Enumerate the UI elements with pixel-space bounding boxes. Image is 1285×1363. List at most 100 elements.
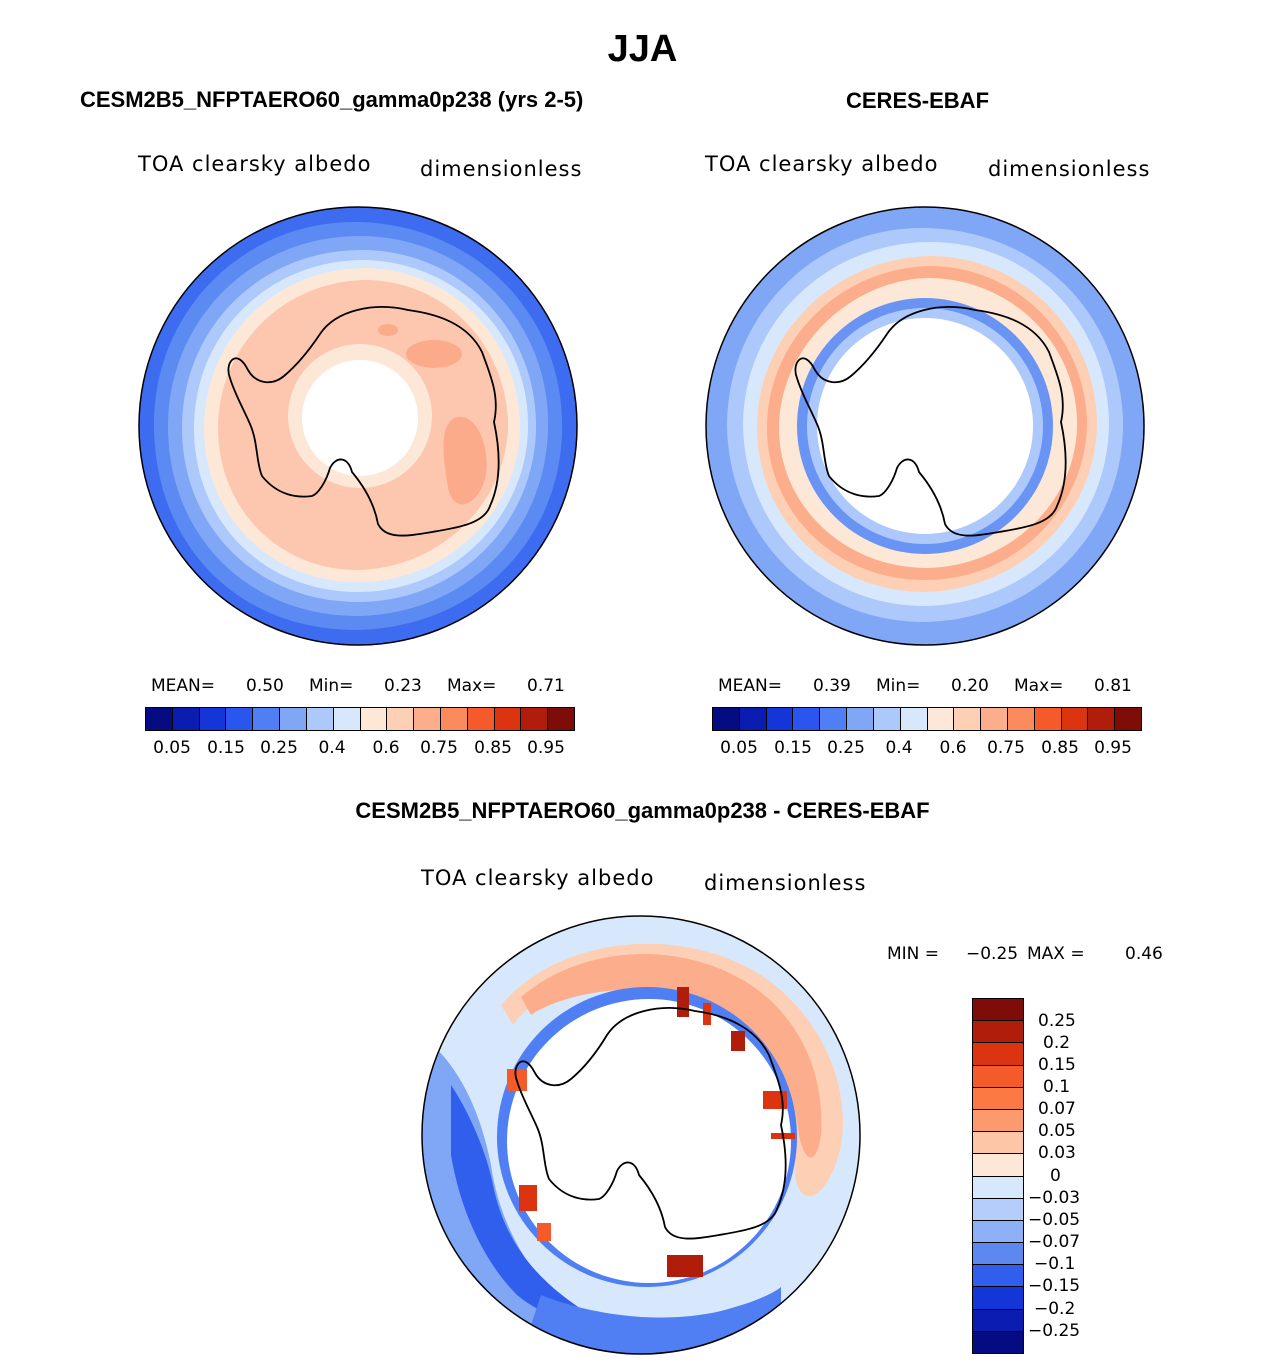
panel-1-max-label: Max=	[447, 676, 497, 696]
colorbar-box	[900, 708, 928, 730]
colorbar-box	[494, 708, 522, 730]
panel-2-mean-label: MEAN=	[718, 676, 782, 696]
colorbar-box	[973, 1220, 1023, 1244]
colorbar-box	[1007, 708, 1035, 730]
diff-panel-title: CESM2B5_NFPTAERO60_gamma0p238 - CERES-EB…	[355, 798, 930, 823]
colorbar-box	[847, 708, 874, 730]
diff-tick-label: 0.07	[1038, 1099, 1076, 1119]
colorbar-box	[766, 708, 794, 730]
panel-1-title: CESM2B5_NFPTAERO60_gamma0p238 (yrs 2-5)	[80, 87, 584, 112]
panel-1-tick-label: 0.4	[318, 738, 346, 758]
diff-min-label: MIN =	[887, 944, 940, 964]
diff-tick-label: −0.1	[1034, 1254, 1076, 1274]
map-diff-frame	[421, 915, 861, 1355]
diff-tick-label: −0.05	[1028, 1210, 1081, 1230]
map-diff-polar-night	[507, 999, 791, 1283]
colorbar-box	[360, 708, 388, 730]
panel-2-mean-value: 0.39	[813, 676, 851, 696]
map-model-pole-missing	[302, 360, 418, 476]
map-ceres-polar-night	[817, 318, 1033, 534]
colorbar-box	[973, 1265, 1023, 1288]
map-model-antarctica-outline	[227, 306, 500, 537]
diff-tick-label: −0.2	[1034, 1299, 1076, 1319]
colorbar-box	[973, 1287, 1023, 1310]
diff-tick-label: −0.15	[1028, 1276, 1081, 1296]
diff-max-value: 0.46	[1125, 944, 1163, 964]
colorbar-box	[467, 708, 495, 730]
colorbar-box	[973, 1065, 1023, 1088]
colorbar-box	[280, 708, 307, 730]
colorbar-box	[387, 708, 415, 730]
panel-2-tick-label: 0.75	[987, 738, 1025, 758]
colorbar-box	[199, 708, 227, 730]
colorbar-box	[954, 708, 982, 730]
colorbar-box	[927, 708, 955, 730]
diff-variable-label: TOA clearsky albedo	[421, 866, 655, 890]
colorbar-box	[973, 1043, 1023, 1066]
colorbar-box	[820, 708, 848, 730]
map-ceres-antarctica-outline	[794, 306, 1067, 537]
panel-1-units-label: dimensionless	[420, 157, 583, 181]
colorbar-box	[973, 1021, 1023, 1044]
map-diff-coastal-strip-7	[519, 1185, 537, 1211]
colorbar-panel-1	[145, 707, 575, 731]
colorbar-box	[253, 708, 281, 730]
panel-1-tick-label: 0.25	[260, 738, 298, 758]
panel-2-tick-label: 0.6	[939, 738, 967, 758]
diff-tick-label: 0	[1050, 1166, 1061, 1186]
panel-2-units-label: dimensionless	[988, 157, 1151, 181]
colorbar-box	[548, 708, 574, 730]
colorbar-box	[973, 1198, 1023, 1221]
diff-tick-label: 0.05	[1038, 1121, 1076, 1141]
map-model	[138, 206, 578, 646]
colorbar-box	[973, 1087, 1023, 1110]
colorbar-box	[440, 708, 468, 730]
colorbar-box	[521, 708, 549, 730]
diff-tick-label: 0.2	[1043, 1033, 1071, 1053]
panel-2-tick-label: 0.4	[885, 738, 913, 758]
map-difference	[421, 915, 861, 1355]
panel-1-max-value: 0.71	[527, 676, 565, 696]
panel-2-tick-label: 0.95	[1094, 738, 1132, 758]
page-title: JJA	[607, 28, 678, 70]
colorbar-box	[793, 708, 821, 730]
colorbar-box	[146, 708, 173, 730]
colorbar-box	[713, 708, 740, 730]
colorbar-box	[973, 1176, 1023, 1199]
map-model-frame	[138, 206, 578, 646]
diff-tick-label: 0.1	[1043, 1077, 1071, 1097]
colorbar-box	[1115, 708, 1141, 730]
colorbar-box	[973, 1309, 1023, 1332]
colorbar-box	[333, 708, 361, 730]
colorbar-box	[172, 708, 200, 730]
map-ceres-frame	[705, 206, 1145, 646]
map-diff-antarctica-outline	[514, 1007, 787, 1240]
map-model-max-3	[378, 324, 398, 336]
panel-2-tick-label: 0.05	[720, 738, 758, 758]
colorbar-box	[973, 1132, 1023, 1155]
colorbar-box	[873, 708, 901, 730]
panel-1-tick-label: 0.6	[372, 738, 400, 758]
panel-1-variable-label: TOA clearsky albedo	[138, 152, 372, 176]
colorbar-box	[973, 1154, 1023, 1177]
map-model-max-1	[406, 340, 462, 368]
diff-tick-label: −0.03	[1028, 1188, 1081, 1208]
map-ceres	[705, 206, 1145, 646]
diff-tick-label: 0.03	[1038, 1143, 1076, 1163]
panel-1-tick-label: 0.15	[207, 738, 245, 758]
map-model-max-2	[443, 416, 487, 505]
map-diff-neg-south	[521, 1287, 781, 1354]
colorbar-panel-2	[712, 707, 1142, 731]
diff-tick-label: −0.07	[1028, 1232, 1081, 1252]
panel-2-variable-label: TOA clearsky albedo	[705, 152, 939, 176]
colorbar-box	[414, 708, 441, 730]
panel-1-min-label: Min=	[309, 676, 354, 696]
panel-2-title: CERES-EBAF	[846, 88, 990, 113]
diff-units-label: dimensionless	[704, 871, 867, 895]
panel-2-tick-label: 0.85	[1041, 738, 1079, 758]
map-diff-coastal-strip-6	[667, 1255, 703, 1277]
map-diff-coastal-strip-1	[677, 987, 689, 1017]
colorbar-box	[973, 1331, 1023, 1353]
colorbar-box	[739, 708, 767, 730]
panel-2-tick-label: 0.15	[774, 738, 812, 758]
